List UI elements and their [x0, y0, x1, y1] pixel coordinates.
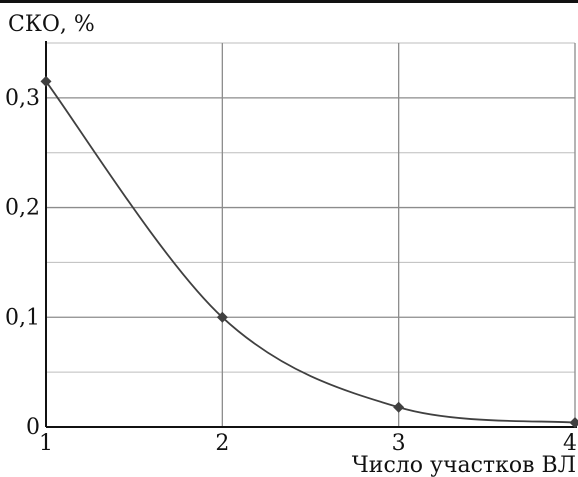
- y-tick-label: 0,2: [5, 196, 40, 221]
- series-group: [40, 75, 578, 429]
- y-axis-title: СКО, %: [8, 12, 95, 37]
- x-tick-label: 1: [39, 431, 53, 456]
- y-tick-labels: 0 0,1 0,2 0,3: [5, 86, 40, 440]
- data-point-marker: [216, 311, 228, 323]
- data-point-marker: [569, 417, 578, 429]
- y-tick-label: 0,1: [5, 305, 40, 330]
- y-tick-label: 0: [26, 415, 40, 440]
- plot-frame: [0, 0, 578, 428]
- data-point-marker: [40, 75, 52, 87]
- x-axis-title: Число участков ВЛ: [352, 453, 576, 477]
- grid-lines: [46, 42, 575, 427]
- x-tick-labels: 1 2 3 4: [39, 431, 577, 456]
- series-line: [45, 80, 576, 424]
- x-tick-label: 2: [215, 431, 229, 456]
- y-tick-label: 0,3: [5, 86, 40, 111]
- x-tick-label: 3: [392, 431, 406, 456]
- data-point-marker: [393, 401, 405, 413]
- x-tick-label: 4: [563, 431, 577, 456]
